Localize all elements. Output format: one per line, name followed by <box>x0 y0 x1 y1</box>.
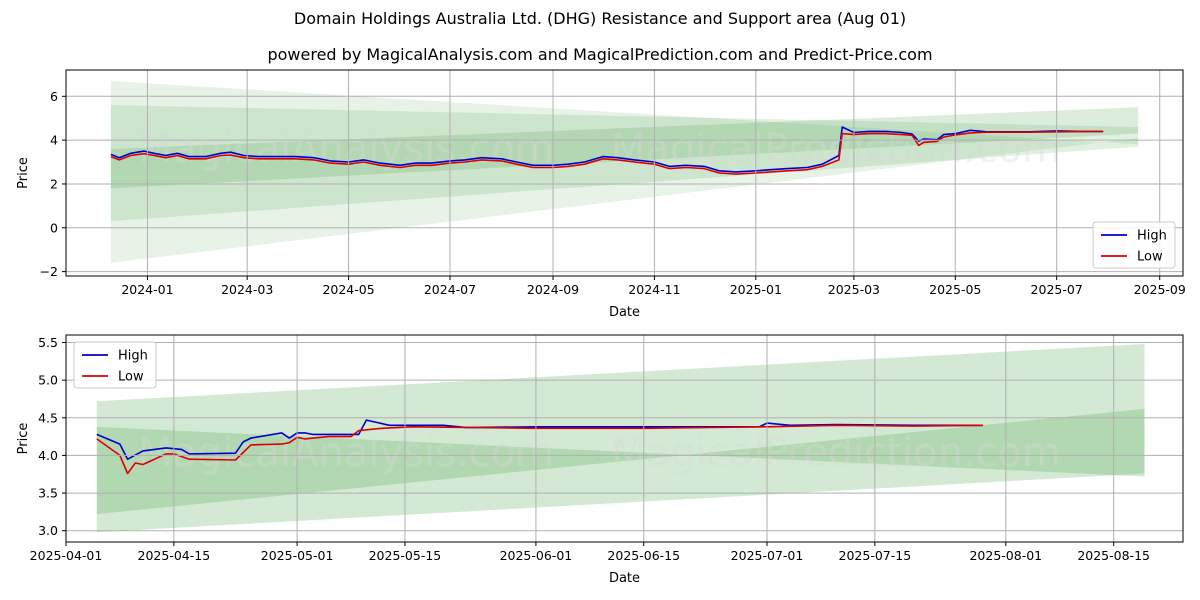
x-tick-label: 2025-05-01 <box>261 548 334 563</box>
y-tick-label: 3.5 <box>38 486 58 501</box>
chart-subtitle: powered by MagicalAnalysis.com and Magic… <box>267 45 933 64</box>
y-tick-label: 4.5 <box>38 410 58 425</box>
x-tick-label: 2024-05 <box>322 282 374 297</box>
y-tick-label: 4.0 <box>38 448 58 463</box>
y-tick-label: −2 <box>40 264 58 279</box>
y-tick-label: 2 <box>50 176 58 191</box>
y-axis-label: Price <box>16 423 31 455</box>
x-tick-label: 2025-08-15 <box>1077 548 1150 563</box>
chart-title: Domain Holdings Australia Ltd. (DHG) Res… <box>293 9 907 28</box>
y-axis-label: Price <box>16 157 31 189</box>
chart-1: MagicalAnalysis.com MagicalPrediction.com… <box>16 69 1186 320</box>
x-tick-label: 2024-11 <box>628 282 680 297</box>
x-tick-label: 2025-08-01 <box>969 548 1042 563</box>
plot-area: MagicalAnalysis.com MagicalPrediction.com <box>96 344 1145 533</box>
support-resistance-band-3 <box>110 107 1139 189</box>
x-tick-label: 2025-03 <box>828 282 880 297</box>
plot-area: MagicalAnalysis.com MagicalPrediction.com… <box>110 80 1139 263</box>
x-tick-label: 2025-04-15 <box>138 548 211 563</box>
support-resistance-band-2 <box>96 408 1145 515</box>
y-tick-label: 3.0 <box>38 523 58 538</box>
y-tick-label: 5.0 <box>38 373 58 388</box>
axes-frame <box>65 69 1184 277</box>
x-tick-label: 2025-07 <box>1031 282 1083 297</box>
legend: High Low <box>73 341 157 389</box>
support-resistance-band-1 <box>110 80 1139 263</box>
x-axis-label: Date <box>609 571 640 586</box>
x-tick-label: 2024-09 <box>527 282 579 297</box>
watermark-analysis: MagicalAnalysis.com <box>138 126 554 172</box>
x-tick-label: 2025-05 <box>929 282 981 297</box>
watermark-prediction: MagicalPrediction.com <box>611 126 1061 172</box>
legend-label-low: Low <box>118 370 144 385</box>
y-tick-label: 4 <box>50 133 58 148</box>
legend-label-low: Low <box>1137 250 1163 265</box>
x-tick-label: 2024-03 <box>221 282 273 297</box>
x-tick-label: 2025-07-15 <box>839 548 912 563</box>
y-tick-label: 6 <box>50 89 58 104</box>
x-tick-label: 2024-07 <box>424 282 476 297</box>
y-tick-label: 5.5 <box>38 335 58 350</box>
series-line-high <box>96 419 983 460</box>
series-line-low <box>110 130 1104 175</box>
support-resistance-band-1 <box>96 344 1145 533</box>
x-tick-label: 2025-05-15 <box>369 548 442 563</box>
legend-label-high: High <box>118 349 148 364</box>
x-tick-label: 2025-09 <box>1134 282 1186 297</box>
axes-frame <box>65 334 1184 543</box>
x-tick-label: 2025-07-01 <box>731 548 804 563</box>
y-tick-label: 0 <box>50 220 58 235</box>
x-tick-label: 2024-01 <box>121 282 173 297</box>
x-axis-label: Date <box>609 305 640 320</box>
x-tick-label: 2025-01 <box>730 282 782 297</box>
x-tick-label: 2025-06-01 <box>500 548 573 563</box>
watermark-prediction: MagicalPrediction.com <box>611 430 1061 476</box>
legend-label-high: High <box>1137 229 1167 244</box>
x-tick-label: 2025-04-01 <box>30 548 103 563</box>
x-tick-label: 2025-06-15 <box>607 548 680 563</box>
chart-2: MagicalAnalysis.com MagicalPrediction.com… <box>16 334 1184 586</box>
legend: High Low <box>1092 221 1176 269</box>
